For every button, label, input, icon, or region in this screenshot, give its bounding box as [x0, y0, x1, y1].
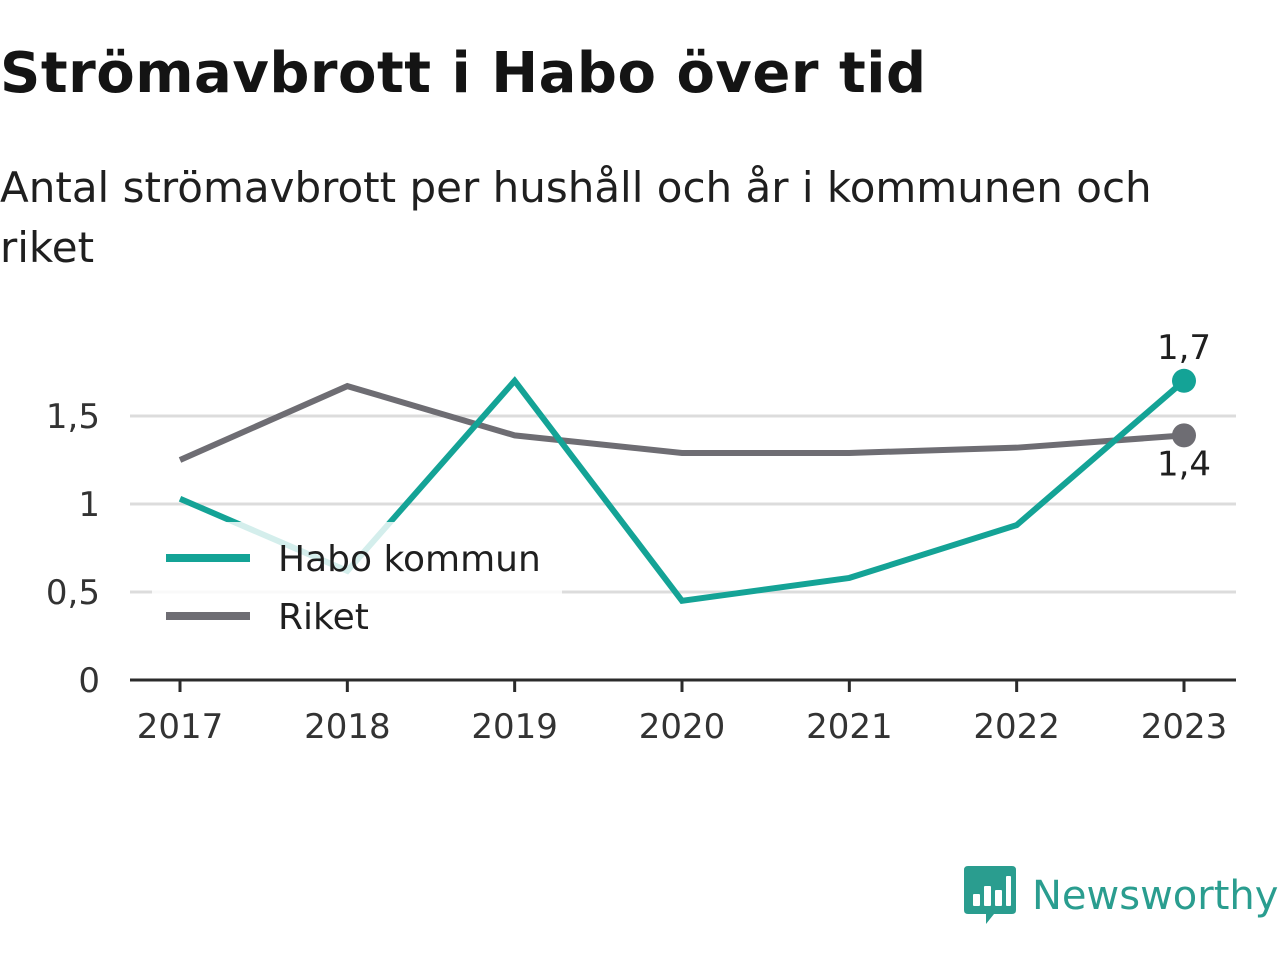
chart-title: Strömavbrott i Habo över tid — [0, 41, 927, 106]
legend-label: Habo kommun — [278, 539, 541, 580]
x-tick-label: 2023 — [1141, 707, 1228, 747]
newsworthy-brand: Newsworthy — [964, 864, 1278, 928]
newsworthy-logo-icon — [964, 866, 1016, 924]
data-label-habo-kommun: 1,7 — [1157, 328, 1211, 368]
x-tick-label: 2021 — [806, 707, 893, 747]
legend: Habo kommun Riket — [152, 522, 562, 640]
x-tick-label: 2018 — [304, 707, 391, 747]
x-tick-label: 2017 — [137, 707, 224, 747]
brand-name: Newsworthy — [1032, 873, 1279, 919]
x-axis: 2017 2018 2019 2020 2021 2022 2023 — [130, 678, 1236, 747]
legend-label: Riket — [278, 597, 369, 638]
data-label-riket: 1,4 — [1157, 444, 1211, 484]
end-point-riket — [1172, 423, 1196, 448]
chart-subtitle: Antal strömavbrott per hushåll och år i … — [0, 163, 1152, 272]
x-tick-label: 2020 — [639, 707, 726, 747]
x-tick-label: 2019 — [471, 707, 558, 747]
end-point-habo-kommun — [1172, 368, 1196, 393]
y-tick-label: 0,5 — [46, 573, 100, 613]
y-tick-label: 0 — [78, 661, 100, 701]
end-value-labels: 1,7 1,4 — [1157, 328, 1211, 485]
x-tick-label: 2022 — [973, 707, 1060, 747]
legend-background — [152, 522, 562, 640]
y-tick-label: 1,5 — [46, 397, 100, 437]
y-axis-tick-labels: 0 0,5 1 1,5 — [46, 397, 100, 701]
series-line-riket — [178, 382, 1185, 463]
y-tick-label: 1 — [78, 485, 100, 525]
